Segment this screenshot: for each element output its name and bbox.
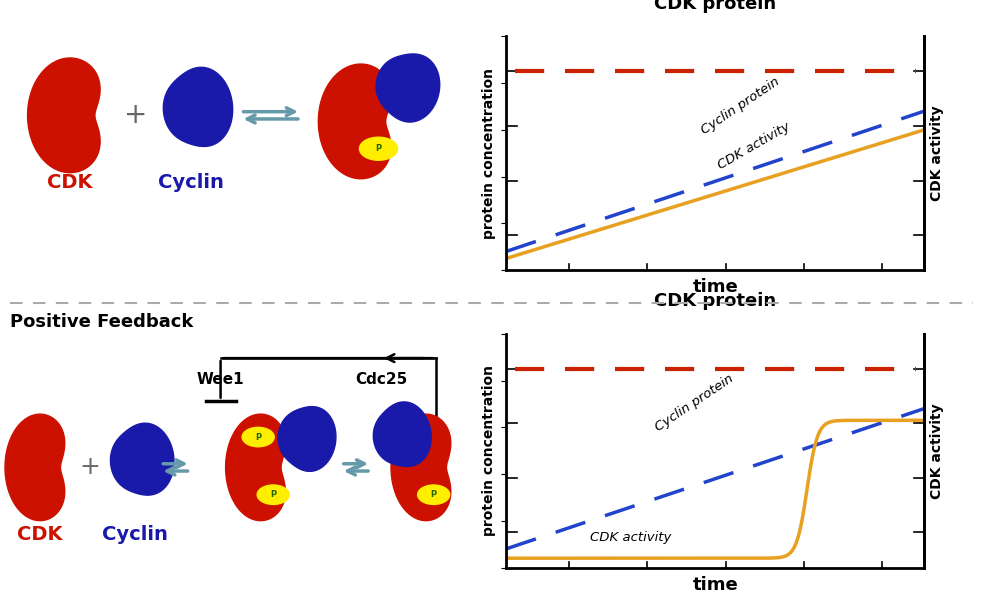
Polygon shape: [5, 414, 65, 521]
Text: Cyclin: Cyclin: [157, 173, 223, 192]
Polygon shape: [226, 414, 285, 521]
Text: Cyclin protein: Cyclin protein: [698, 75, 781, 137]
Polygon shape: [391, 414, 451, 521]
X-axis label: time: time: [692, 576, 738, 594]
Text: CDK protein: CDK protein: [654, 293, 777, 310]
Text: P: P: [431, 490, 436, 499]
Text: CDK: CDK: [18, 525, 63, 544]
Circle shape: [258, 485, 289, 504]
Text: Wee1: Wee1: [197, 372, 245, 387]
Polygon shape: [163, 67, 233, 146]
Polygon shape: [278, 407, 336, 472]
Y-axis label: CDK activity: CDK activity: [930, 106, 944, 201]
Circle shape: [242, 427, 274, 447]
Circle shape: [418, 485, 449, 504]
Text: CDK protein: CDK protein: [654, 0, 777, 13]
Circle shape: [360, 137, 397, 160]
Text: CDK activity: CDK activity: [590, 531, 671, 544]
Polygon shape: [374, 402, 432, 466]
Text: +: +: [80, 455, 100, 480]
Polygon shape: [376, 54, 439, 122]
Text: P: P: [256, 433, 261, 441]
Text: Cyclin: Cyclin: [102, 525, 168, 544]
Text: CDK: CDK: [47, 173, 93, 192]
Y-axis label: protein concentration: protein concentration: [482, 365, 495, 536]
Text: Positive Feedback: Positive Feedback: [10, 313, 194, 331]
Text: Cdc25: Cdc25: [355, 372, 407, 387]
Text: P: P: [270, 490, 276, 499]
Polygon shape: [318, 64, 391, 178]
Y-axis label: protein concentration: protein concentration: [482, 68, 495, 239]
Text: Cyclin protein: Cyclin protein: [653, 372, 735, 435]
Y-axis label: CDK activity: CDK activity: [930, 403, 944, 498]
Polygon shape: [110, 423, 174, 495]
Polygon shape: [28, 58, 100, 172]
Text: P: P: [376, 144, 381, 153]
Text: CDK activity: CDK activity: [715, 120, 792, 172]
Text: +: +: [124, 101, 147, 129]
X-axis label: time: time: [692, 279, 738, 296]
